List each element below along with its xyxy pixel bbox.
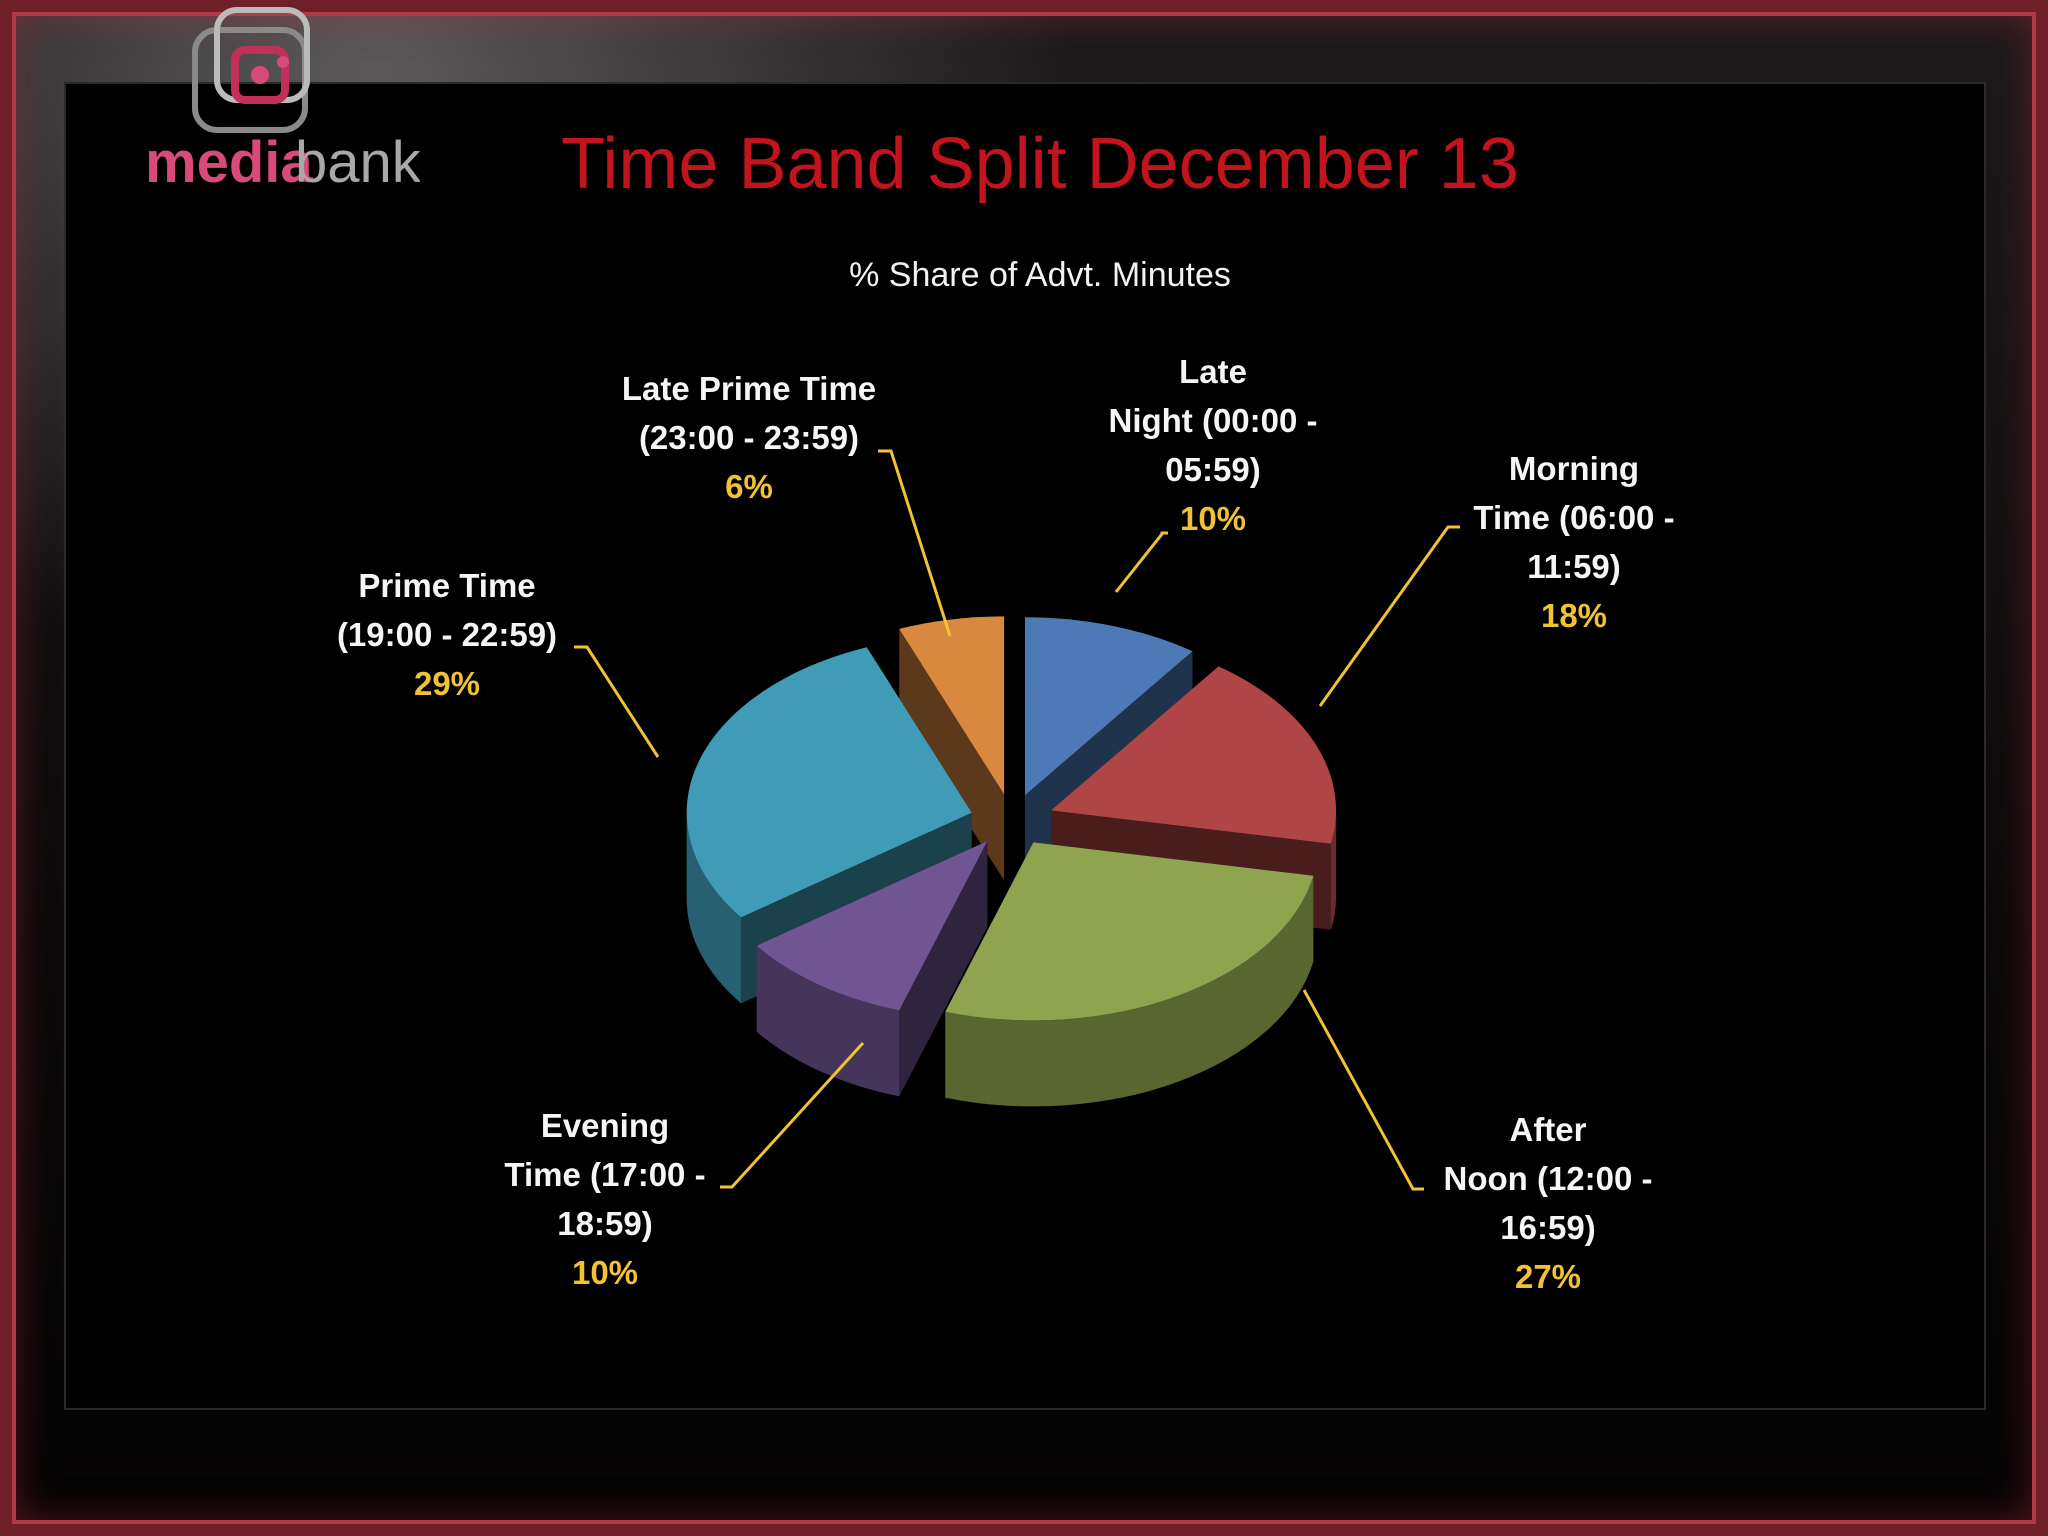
slice-value-label: 18%: [1541, 597, 1607, 634]
leader-line: [878, 449, 952, 637]
slice-label-text: (23:00 - 23:59): [639, 419, 859, 456]
leader-line: [720, 1041, 865, 1189]
slice-value-label: 27%: [1515, 1258, 1581, 1295]
slice-label-text: Night (00:00 -: [1108, 402, 1317, 439]
slice-label-text: 16:59): [1500, 1209, 1595, 1246]
logo-text-media: media: [145, 130, 313, 195]
leader-line: [1114, 531, 1168, 593]
slice-label-text: Time (17:00 -: [504, 1156, 705, 1193]
chart-subtitle: % Share of Advt. Minutes: [849, 256, 1231, 294]
slice-label-text: Late: [1179, 353, 1247, 390]
leader-line: [1302, 989, 1424, 1191]
slice-value-label: 10%: [572, 1254, 638, 1291]
slice-label-text: Prime Time: [358, 567, 535, 604]
slice-label-3: Evening Time (17:00 - 18:59) 10%: [504, 1041, 865, 1291]
logo-text-bank: bank: [295, 130, 420, 195]
pie-labels: Late Night (00:00 - 05:59) 10% Morning Time (…: [337, 353, 1675, 1295]
slice-label-text: Noon (12:00 -: [1443, 1160, 1652, 1197]
slice-label-4: Prime Time (19:00 - 22:59) 29%: [337, 567, 660, 758]
slice-label-0: Late Night (00:00 - 05:59) 10%: [1108, 353, 1318, 593]
logo-mark-icon: [192, 7, 310, 133]
pie-slice-5: [899, 616, 1005, 881]
leader-line: [1318, 525, 1460, 707]
slice-label-1: Morning Time (06:00 - 11:59) 18%: [1318, 450, 1675, 707]
slice-label-text: Evening: [541, 1107, 669, 1144]
slice-label-text: (19:00 - 22:59): [337, 616, 557, 653]
slice-label-text: Morning: [1509, 450, 1639, 487]
mediabank-logo: media bank: [145, 7, 420, 195]
slice-label-5: Late Prime Time (23:00 - 23:59) 6%: [622, 370, 952, 637]
slice-label-text: 18:59): [557, 1205, 652, 1242]
slice-label-text: 05:59): [1165, 451, 1260, 488]
slice-value-label: 6%: [725, 468, 773, 505]
pie-slice-2: [945, 842, 1314, 1107]
pie-slices: [686, 616, 1337, 1107]
slice-label-text: 11:59): [1527, 548, 1621, 585]
slice-value-label: 29%: [414, 665, 480, 702]
slice-label-2: After Noon (12:00 - 16:59) 27%: [1302, 989, 1653, 1295]
slice-value-label: 10%: [1180, 500, 1246, 537]
pie-slice-3: [756, 841, 988, 1097]
chart-title: Time Band Split December 13: [561, 124, 1519, 204]
slice-label-text: Time (06:00 -: [1473, 499, 1674, 536]
slice-label-text: After: [1509, 1111, 1586, 1148]
slice-label-text: Late Prime Time: [622, 370, 876, 407]
leader-line: [574, 645, 660, 758]
